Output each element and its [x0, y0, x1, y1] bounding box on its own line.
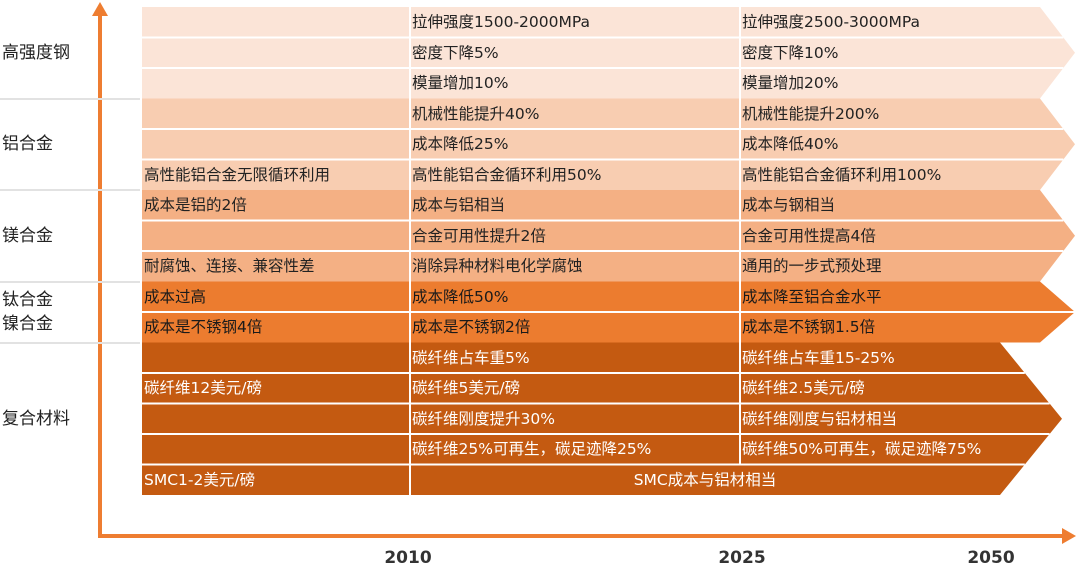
cell-aluminum-0-c2: 机械性能提升40% — [412, 104, 540, 123]
cell-magnesium-2-c2: 消除异种材料电化学腐蚀 — [412, 257, 583, 275]
cell-steel-0-c2: 拉伸强度1500-2000MPa — [412, 13, 591, 31]
cell-composite-0-c2: 碳纤维占车重5% — [412, 348, 530, 367]
cell-composite-4-c23_merged: SMC成本与铝材相当 — [633, 470, 777, 489]
cell-composite-1-c2: 碳纤维5美元/磅 — [412, 379, 521, 397]
cell-steel-2-c3: 模量增加20% — [742, 74, 839, 92]
cell-composite-1-c1: 碳纤维12美元/磅 — [144, 379, 262, 397]
cell-steel-0-c3: 拉伸强度2500-3000MPa — [742, 13, 921, 31]
category-label-line: 镁合金 — [2, 225, 53, 246]
cell-composite-3-c3: 碳纤维50%可再生，碳足迹降75% — [742, 440, 982, 458]
cell-composite-1-c3: 碳纤维2.5美元/磅 — [742, 379, 865, 397]
category-label-titanium: 钛合金 镍合金 — [2, 282, 140, 343]
cell-composite-3-c2: 碳纤维25%可再生，碳足迹降25% — [412, 440, 652, 458]
cell-composite-4-c1: SMC1-2美元/磅 — [144, 470, 256, 489]
category-label-line: 铝合金 — [2, 134, 53, 155]
category-separator — [0, 97, 140, 100]
cell-composite-0-c3: 碳纤维占车重15-25% — [742, 348, 895, 367]
cell-aluminum-1-c3: 成本降低40% — [742, 135, 839, 153]
cell-titanium-0-c1: 成本过高 — [144, 287, 207, 306]
cell-aluminum-2-c3: 高性能铝合金循环利用100% — [742, 165, 942, 184]
cell-magnesium-0-c2: 成本与铝相当 — [412, 196, 506, 214]
year-2010-label: 2010 — [384, 548, 432, 568]
cell-titanium-1-c3: 成本是不锈钢1.5倍 — [742, 318, 876, 336]
cell-composite-2-c2: 碳纤维刚度提升30% — [412, 409, 555, 428]
band-magnesium — [142, 190, 1075, 282]
cell-aluminum-2-c1: 高性能铝合金无限循环利用 — [144, 165, 331, 184]
cell-steel-1-c2: 密度下降5% — [412, 43, 499, 62]
cell-titanium-0-c2: 成本降低50% — [412, 287, 509, 306]
category-label-composite: 复合材料 — [2, 343, 140, 496]
category-label-magnesium: 镁合金 — [2, 190, 140, 282]
cell-titanium-1-c2: 成本是不锈钢2倍 — [412, 318, 531, 336]
category-label-aluminum: 铝合金 — [2, 99, 140, 191]
cell-titanium-1-c1: 成本是不锈钢4倍 — [144, 318, 263, 336]
y-axis-arrow — [92, 2, 108, 16]
cell-composite-2-c3: 碳纤维刚度与铝材相当 — [742, 409, 898, 428]
category-separator — [0, 341, 140, 344]
cell-magnesium-1-c2: 合金可用性提升2倍 — [412, 226, 546, 245]
x-axis-arrow — [1062, 528, 1076, 544]
band-composite — [142, 342, 1062, 495]
cell-aluminum-2-c2: 高性能铝合金循环利用50% — [412, 165, 602, 184]
band-steel — [142, 7, 1075, 99]
cell-steel-2-c2: 模量增加10% — [412, 74, 509, 92]
category-separator — [0, 189, 140, 191]
cell-steel-1-c3: 密度下降10% — [742, 43, 839, 62]
year-2050-label: 2050 — [967, 548, 1015, 568]
category-label-steel: 高强度钢 — [2, 7, 140, 99]
category-label-line: 镍合金 — [2, 314, 53, 334]
band-aluminum — [142, 98, 1075, 190]
category-label-line: 钛合金 — [2, 290, 53, 310]
year-2025-label: 2025 — [718, 548, 766, 568]
cell-magnesium-2-c3: 通用的一步式预处理 — [742, 257, 882, 275]
cell-titanium-0-c3: 成本降至铝合金水平 — [742, 287, 882, 306]
cell-magnesium-2-c1: 耐腐蚀、连接、兼容性差 — [144, 257, 315, 275]
category-label-line: 高强度钢 — [2, 42, 70, 63]
category-label-line: 复合材料 — [2, 408, 70, 429]
cell-magnesium-0-c1: 成本是铝的2倍 — [144, 196, 247, 214]
cell-aluminum-0-c3: 机械性能提升200% — [742, 104, 880, 123]
cell-magnesium-0-c3: 成本与钢相当 — [742, 196, 836, 214]
cell-magnesium-1-c3: 合金可用性提高4倍 — [742, 226, 876, 245]
cell-aluminum-1-c2: 成本降低25% — [412, 135, 509, 153]
category-separator — [0, 280, 140, 283]
